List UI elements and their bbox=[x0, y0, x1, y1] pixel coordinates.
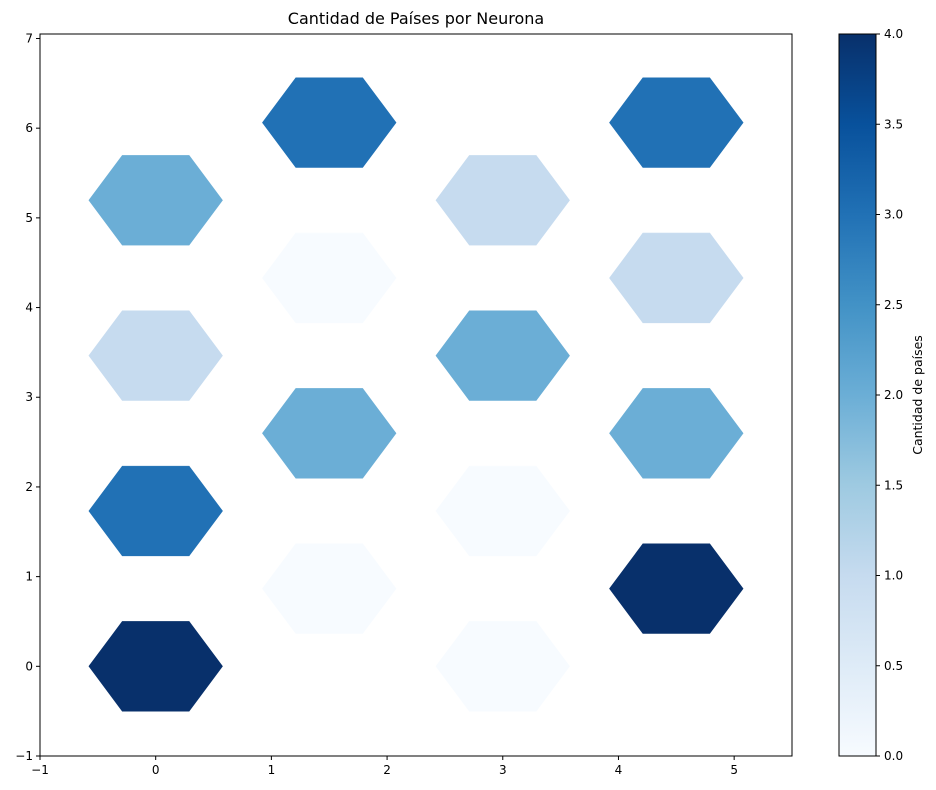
colorbar-label: Cantidad de países bbox=[910, 335, 925, 455]
y-tick-label: 4 bbox=[25, 301, 33, 315]
y-axis: −1 0 1 2 3 4 5 6 7 bbox=[15, 31, 40, 763]
colorbar-tick-label: 4.0 bbox=[884, 27, 903, 41]
hexagon-cell-15 bbox=[609, 77, 744, 168]
x-tick-label: 2 bbox=[383, 763, 391, 777]
colorbar-tick-label: 0.0 bbox=[884, 749, 903, 763]
x-tick-label: 3 bbox=[499, 763, 507, 777]
chart-title: Cantidad de Países por Neurona bbox=[288, 9, 544, 28]
y-tick-label: 3 bbox=[25, 390, 33, 404]
colorbar-tick-label: 1.5 bbox=[884, 478, 903, 492]
hexagon-cell-0 bbox=[88, 621, 223, 712]
hexagon-cell-2 bbox=[435, 621, 570, 712]
y-tick-label: 7 bbox=[25, 31, 33, 45]
x-tick-label: −1 bbox=[31, 763, 49, 777]
colorbar-axis: 0.0 0.5 1.0 1.5 2.0 2.5 3.0 3.5 4.0 bbox=[876, 27, 903, 763]
x-axis: −1 0 1 2 3 4 5 bbox=[31, 756, 738, 777]
hex-layer bbox=[88, 77, 744, 712]
colorbar-tick-label: 1.0 bbox=[884, 569, 903, 583]
colorbar-tick-label: 2.5 bbox=[884, 298, 903, 312]
y-tick-label: 0 bbox=[25, 659, 33, 673]
hexagon-cell-3 bbox=[609, 543, 744, 634]
hexagon-cell-12 bbox=[88, 155, 223, 246]
x-tick-label: 1 bbox=[268, 763, 276, 777]
hexagon-cell-4 bbox=[88, 465, 223, 557]
hexagon-cell-7 bbox=[609, 388, 744, 479]
hexagon-cell-1 bbox=[262, 543, 397, 634]
x-tick-label: 5 bbox=[730, 763, 738, 777]
hexagon-cell-10 bbox=[435, 310, 570, 401]
hexagon-cell-9 bbox=[262, 232, 397, 324]
colorbar-tick-label: 2.0 bbox=[884, 388, 903, 402]
colorbar-tick-label: 3.5 bbox=[884, 117, 903, 131]
y-tick-label: 6 bbox=[25, 121, 33, 135]
x-tick-label: 0 bbox=[152, 763, 160, 777]
hexagon-cell-5 bbox=[262, 388, 397, 479]
hexagon-cell-8 bbox=[88, 310, 223, 401]
colorbar-tick-label: 0.5 bbox=[884, 659, 903, 673]
y-tick-label: −1 bbox=[15, 749, 33, 763]
colorbar bbox=[838, 33, 877, 757]
colorbar-tick-label: 3.0 bbox=[884, 208, 903, 222]
hexagon-cell-6 bbox=[435, 465, 570, 557]
hexagon-cell-14 bbox=[435, 155, 570, 246]
y-tick-label: 1 bbox=[25, 570, 33, 584]
hexagon-cell-13 bbox=[262, 77, 397, 168]
y-tick-label: 5 bbox=[25, 211, 33, 225]
hexagon-cell-11 bbox=[609, 232, 744, 324]
x-tick-label: 4 bbox=[615, 763, 623, 777]
y-tick-label: 2 bbox=[25, 480, 33, 494]
plot-frame bbox=[39, 33, 793, 757]
